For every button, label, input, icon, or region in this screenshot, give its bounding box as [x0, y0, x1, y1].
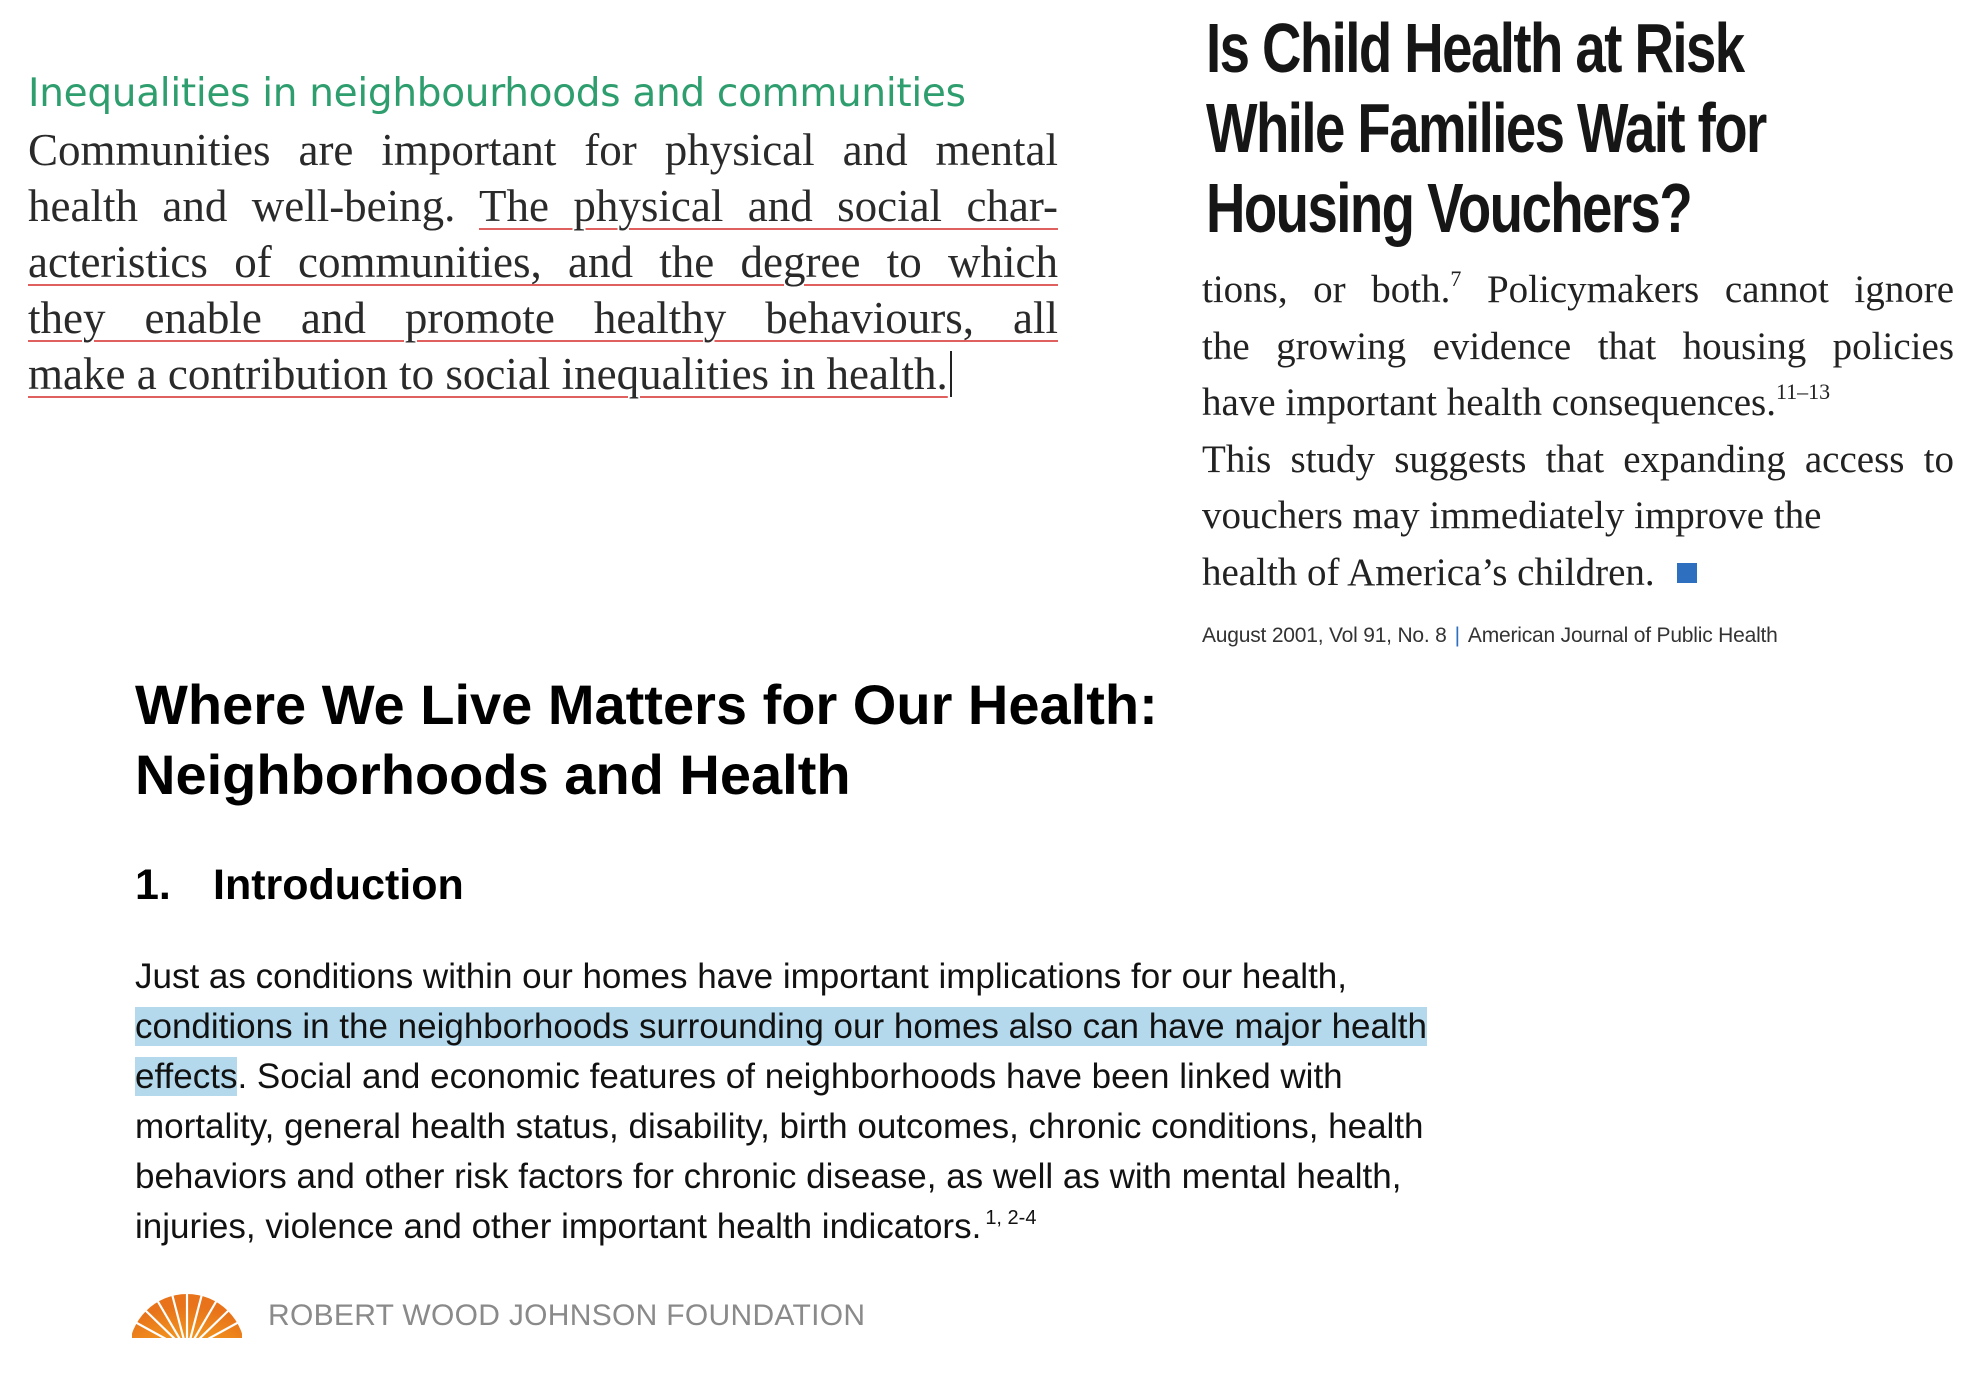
foundation-name: ROBERT WOOD JOHNSON FOUNDATION	[268, 1299, 866, 1332]
article-line-4: This study suggests that expanding acces…	[1202, 437, 1954, 481]
underlined-text: The physical and social char-	[479, 181, 1058, 231]
inequalities-line-3: acteristics of communities, and the degr…	[28, 234, 1058, 290]
citation-superscript: 7	[1450, 266, 1462, 291]
text: tions, or both.	[1202, 268, 1451, 311]
inequalities-heading: Inequalities in neighbourhoods and commu…	[28, 71, 966, 116]
section-title: Introduction	[213, 861, 464, 909]
article-title-line: Is Child Health at Risk	[1206, 9, 1745, 87]
report-line-2: conditions in the neighborhoods surround…	[135, 1002, 1595, 1052]
end-of-article-square-icon	[1676, 562, 1697, 583]
report-body: Just as conditions within our homes have…	[135, 952, 1595, 1252]
report-title: Where We Live Matters for Our Health: Ne…	[135, 670, 1595, 810]
sunburst-logo-icon	[132, 1292, 242, 1338]
child-health-excerpt: Is Child Health at Risk While Families W…	[1202, 8, 1962, 651]
journal-footer: August 2001, Vol 91, No. 8 | American Jour…	[1202, 621, 1962, 651]
inequalities-body: Communities are important for physical a…	[28, 122, 1058, 402]
underlined-text: acteristics of communities, and the degr…	[28, 237, 1058, 287]
inequalities-line-2-plain: health and well-being.	[28, 181, 479, 231]
article-body: tions, or both.7 Policymakers cannot ign…	[1202, 262, 1954, 601]
citation-superscript: 11–13	[1775, 379, 1831, 404]
report-line-5: behaviors and other risk factors for chr…	[135, 1157, 1402, 1196]
article-line-5: vouchers may immediately improve the	[1202, 494, 1822, 537]
article-title-line: While Families Wait for	[1206, 89, 1767, 167]
where-we-live-excerpt: Where We Live Matters for Our Health: Ne…	[135, 670, 1595, 1252]
text: health of America’s children.	[1202, 550, 1655, 594]
article-line-1: tions, or both.7 Policymakers cannot ign…	[1202, 262, 1954, 319]
report-title-line: Where We Live Matters for Our Health:	[135, 673, 1158, 736]
inequalities-line-1: Communities are important for physical a…	[28, 125, 1058, 175]
inequalities-line-2: health and well-being. The physical and …	[28, 178, 1058, 234]
journal-issue: August 2001, Vol 91, No. 8	[1202, 624, 1447, 647]
text: have important health consequences.	[1202, 381, 1776, 424]
section-heading: 1. Introduction	[135, 860, 1595, 910]
article-line-2: the growing evidence that housing polici…	[1202, 324, 1954, 368]
text-cursor	[949, 351, 952, 397]
report-line-6: injuries, violence and other important h…	[135, 1202, 1595, 1252]
inequalities-excerpt: Inequalities in neighbourhoods and commu…	[28, 66, 1058, 402]
article-title: Is Child Health at Risk While Families W…	[1206, 8, 1767, 248]
report-line-1: Just as conditions within our homes have…	[135, 957, 1347, 996]
text: injuries, violence and other important h…	[135, 1207, 982, 1246]
underlined-text: make a contribution to social inequaliti…	[28, 349, 948, 399]
section-number: 1.	[135, 861, 171, 909]
article-title-line: Housing Vouchers?	[1206, 169, 1693, 247]
journal-name: American Journal of Public Health	[1467, 624, 1778, 647]
inequalities-line-5: make a contribution to social inequaliti…	[28, 346, 1058, 402]
text: Policymakers cannot ignore	[1461, 268, 1955, 311]
citation-superscript: 1, 2-4	[985, 1207, 1037, 1229]
report-line-4: mortality, general health status, disabi…	[135, 1107, 1424, 1146]
article-line-6: health of America’s children.	[1202, 545, 1954, 602]
rwjf-logo: ROBERT WOOD JOHNSON FOUNDATION	[132, 1290, 892, 1338]
underlined-text: they enable and promote healthy behaviou…	[28, 293, 1058, 343]
highlighted-text: conditions in the neighborhoods surround…	[135, 1007, 1427, 1046]
report-line-3: effects. Social and economic features of…	[135, 1052, 1595, 1102]
text: . Social and economic features of neighb…	[237, 1057, 1343, 1096]
report-title-line: Neighborhoods and Health	[135, 743, 851, 806]
footer-separator: |	[1454, 624, 1460, 647]
inequalities-line-4: they enable and promote healthy behaviou…	[28, 290, 1058, 346]
article-line-3: have important health consequences.11–13	[1202, 375, 1954, 432]
highlighted-text: effects	[135, 1057, 238, 1096]
